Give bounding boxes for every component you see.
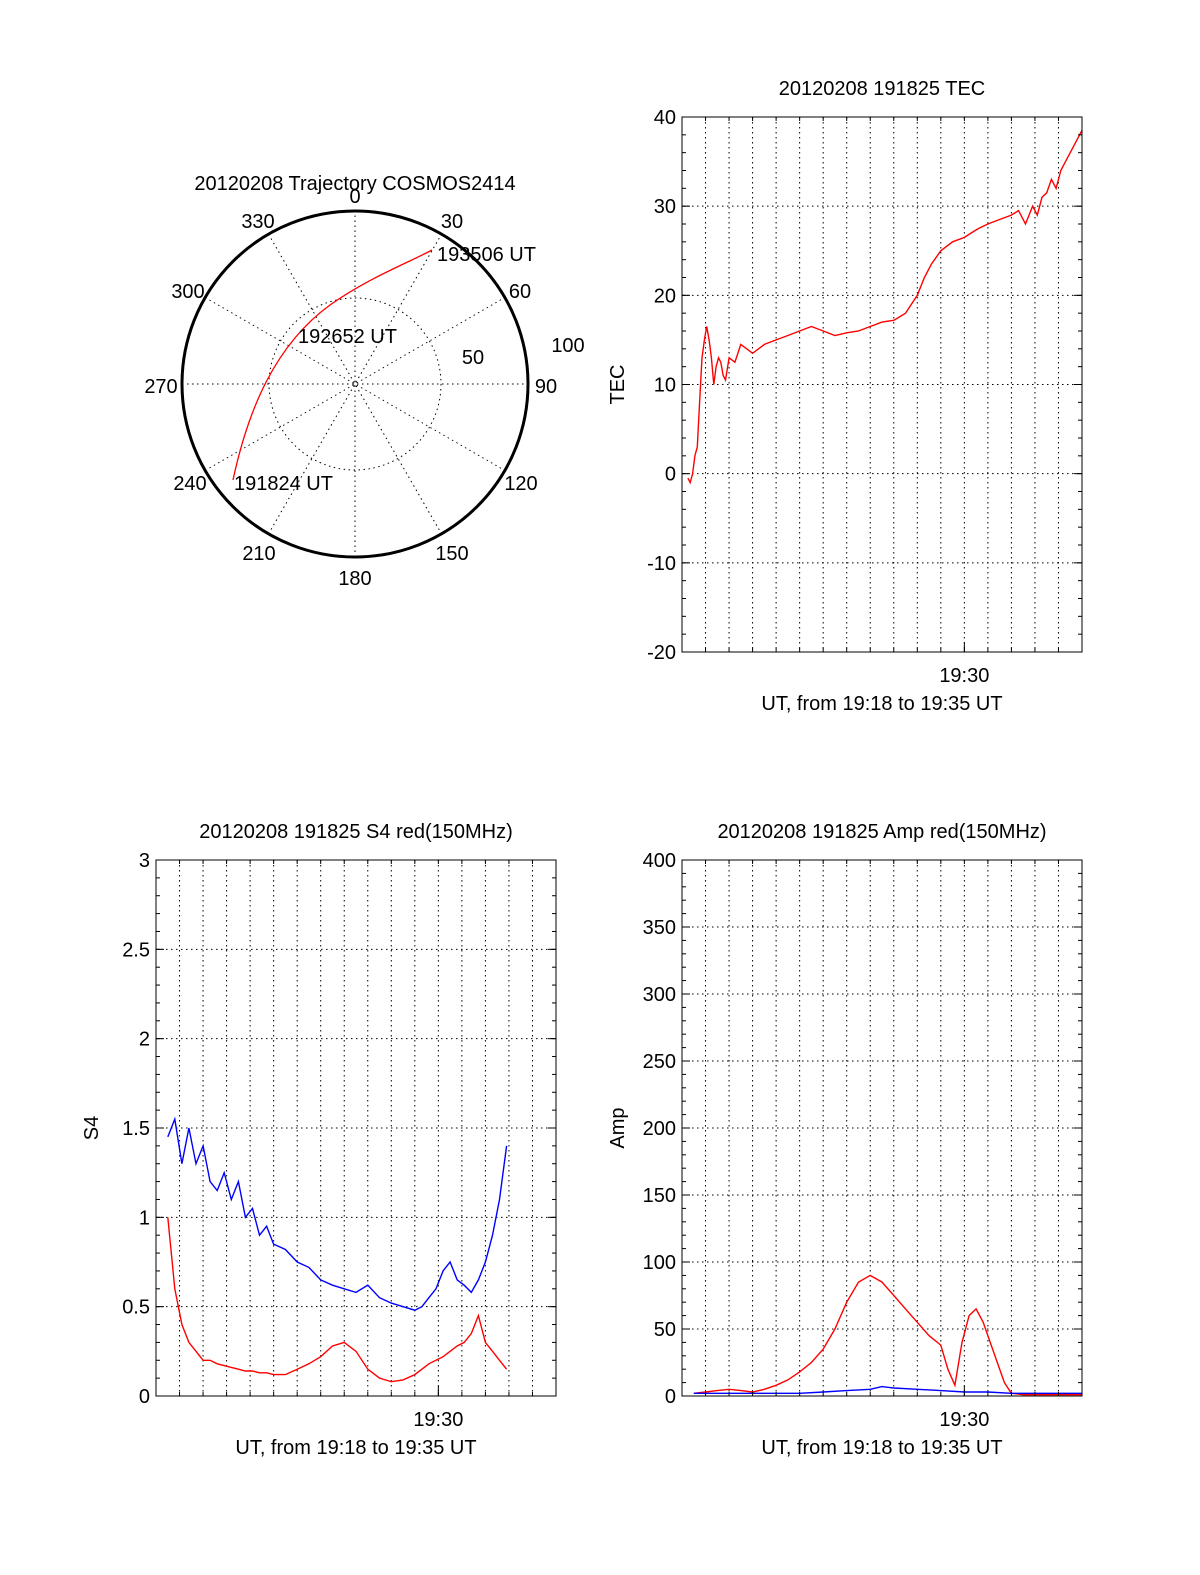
polar-title: 20120208 Trajectory COSMOS2414 [194, 173, 515, 195]
x-axis-label: UT, from 19:18 to 19:35 UT [235, 1437, 476, 1459]
y-tick-label: 0 [665, 464, 676, 486]
y-tick-label: 30 [654, 196, 676, 218]
chart-title: 20120208 191825 S4 red(150MHz) [199, 821, 513, 843]
polar-radius-labels: 50 100 [462, 335, 585, 369]
polar-angle-label: 90 [535, 376, 557, 398]
series-line-0 [687, 130, 1083, 485]
y-tick-label: 400 [643, 850, 676, 872]
y-tick-label: 1 [139, 1207, 150, 1229]
amp-chart: 0 50 100 150 200 250 300 350 400 19:30 UT, from 19… [607, 821, 1083, 1459]
y-tick-label: -10 [647, 553, 676, 575]
y-tick-label: 1.5 [122, 1118, 150, 1140]
y-tick-label: 350 [643, 917, 676, 939]
y-tick-label: 3 [139, 850, 150, 872]
polar-angle-labels: 0 30 60 90 120 150 180 210 240 270 300 330 [144, 186, 557, 590]
x-tick-label: 19:30 [939, 1409, 989, 1431]
polar-angle-label: 120 [504, 473, 537, 495]
series-line-0 [693, 1274, 1082, 1396]
series-line-0 [167, 1116, 508, 1311]
polar-inner-ring [268, 297, 442, 471]
chart-title: 20120208 191825 TEC [779, 78, 985, 100]
trajectory-polar-plot: 20120208 Trajectory COSMOS2414 0 30 60 90 12… [144, 173, 584, 590]
trajectory-curve [232, 249, 433, 481]
polar-outer-ring [180, 209, 530, 559]
x-axis-label: UT, from 19:18 to 19:35 UT [761, 1437, 1002, 1459]
x-axis-label: UT, from 19:18 to 19:35 UT [761, 693, 1002, 715]
y-tick-label: 40 [654, 107, 676, 129]
polar-angle-label: 240 [173, 473, 206, 495]
y-tick-label: 10 [654, 375, 676, 397]
y-tick-label: 250 [643, 1051, 676, 1073]
polar-radius-label: 50 [462, 347, 484, 369]
y-tick-label: 300 [643, 984, 676, 1006]
polar-angle-label: 150 [435, 543, 468, 565]
polar-grid [182, 211, 528, 557]
polar-angle-label: 30 [441, 211, 463, 233]
polar-angle-label: 330 [241, 211, 274, 233]
y-tick-label: 50 [654, 1319, 676, 1341]
y-axis-label: TEC [607, 365, 629, 405]
polar-spoke [204, 297, 506, 471]
y-tick-label: -20 [647, 642, 676, 664]
polar-angle-label: 0 [349, 186, 360, 208]
x-tick-label: 19:30 [939, 665, 989, 687]
y-tick-label: 20 [654, 285, 676, 307]
series-line-1 [167, 1217, 508, 1383]
s4-chart: 0 0.5 1 1.5 2 2.5 3 19:30 UT, from 19:18 to 19:3… [81, 821, 557, 1459]
polar-spoke [204, 297, 506, 471]
y-axis-label: Amp [607, 1107, 629, 1148]
polar-angle-label: 210 [242, 543, 275, 565]
y-tick-label: 0 [665, 1386, 676, 1408]
tec-chart: -20 -10 0 10 20 30 40 19:30 UT, from 19:18 to 19… [607, 78, 1083, 715]
y-axis-label: S4 [81, 1116, 103, 1140]
polar-angle-label: 300 [171, 281, 204, 303]
polar-angle-label: 180 [338, 568, 371, 590]
polar-angle-label: 60 [509, 281, 531, 303]
annotation-191824: 191824 UT [234, 473, 333, 495]
polar-radius-label: 100 [551, 335, 584, 357]
annotation-192652: 192652 UT [298, 326, 397, 348]
y-tick-label: 2 [139, 1029, 150, 1051]
y-tick-label: 2.5 [122, 939, 150, 961]
annotation-193506: 193506 UT [437, 244, 536, 266]
x-tick-label: 19:30 [413, 1409, 463, 1431]
y-tick-label: 0.5 [122, 1297, 150, 1319]
polar-angle-label: 270 [144, 376, 177, 398]
y-tick-label: 0 [139, 1386, 150, 1408]
y-tick-label: 200 [643, 1118, 676, 1140]
chart-title: 20120208 191825 Amp red(150MHz) [717, 821, 1046, 843]
y-tick-label: 150 [643, 1185, 676, 1207]
y-tick-label: 100 [643, 1252, 676, 1274]
